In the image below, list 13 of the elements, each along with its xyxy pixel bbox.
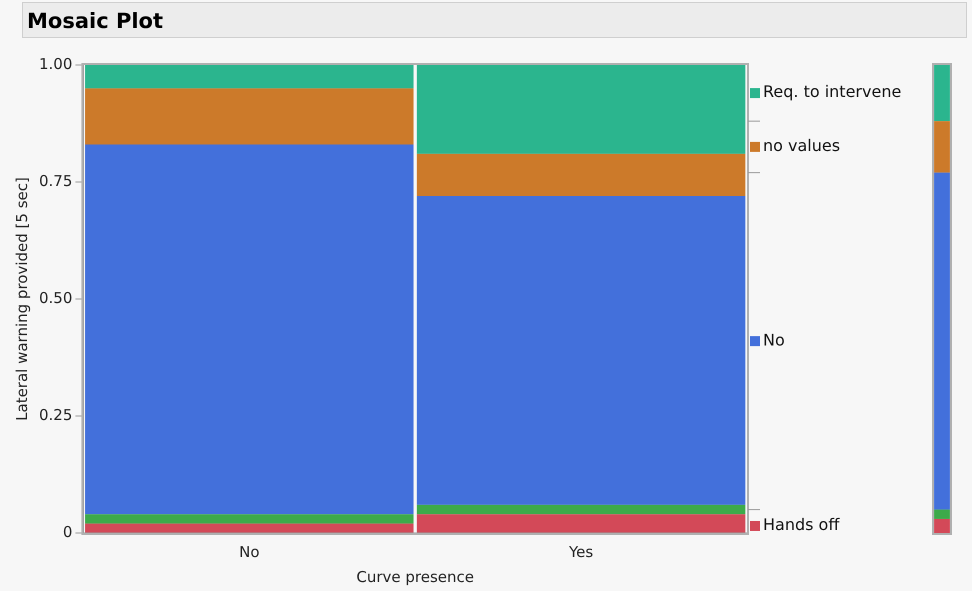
y-axis-title: Lateral warning provided [5 sec] [12, 177, 31, 421]
y-tick-label: 0 [62, 522, 72, 541]
legend-label: Req. to intervene [763, 82, 902, 102]
legend-label: no values [763, 136, 840, 156]
y-tick-label: 0.75 [38, 172, 72, 190]
y-tick-label: 1.00 [38, 54, 72, 73]
legend-label: Hands off [763, 515, 840, 534]
y-tick-label: 0.50 [38, 288, 72, 307]
chart-title: Mosaic Plot [22, 2, 967, 38]
y-tick-label: 0.25 [38, 406, 72, 424]
x-tick-label: Yes [568, 542, 594, 561]
legend-label: No [763, 330, 785, 350]
x-axis-title: Curve presence [356, 568, 474, 586]
